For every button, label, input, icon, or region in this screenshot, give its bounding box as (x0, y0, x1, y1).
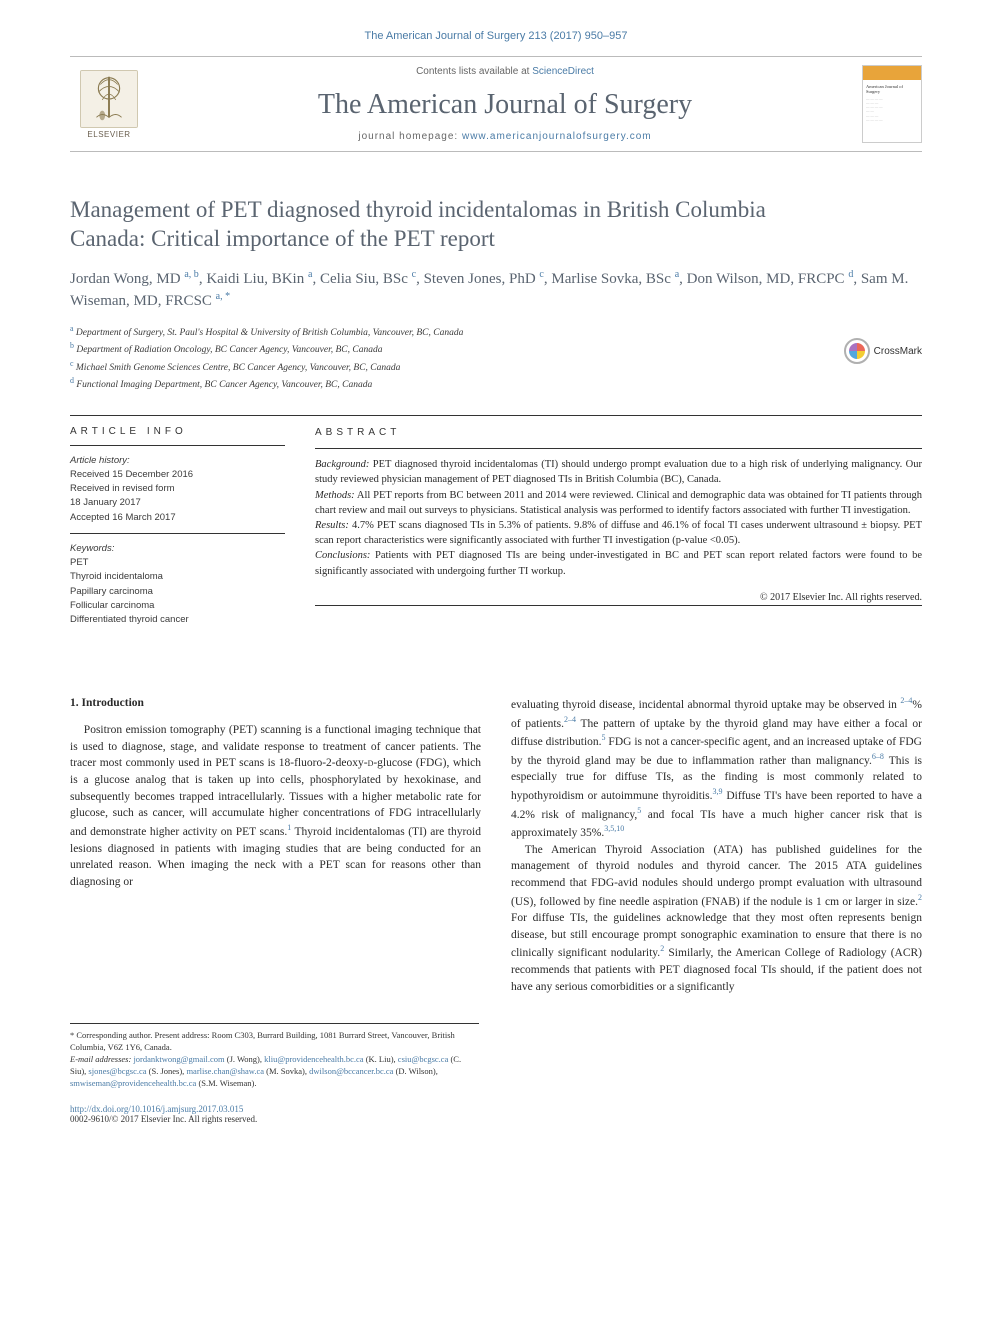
elsevier-logo[interactable]: ELSEVIER (70, 70, 148, 139)
footnotes: * Corresponding author. Present address:… (70, 1023, 479, 1089)
email-link[interactable]: kliu@providencehealth.bc.ca (264, 1054, 363, 1064)
masthead-center: Contents lists available at ScienceDirec… (148, 66, 862, 142)
abstract-segment: Background: PET diagnosed thyroid incide… (315, 457, 922, 487)
history-revised-date: 18 January 2017 (70, 496, 285, 510)
email-link[interactable]: dwilson@bccancer.bc.ca (309, 1066, 393, 1076)
keywords-label: Keywords: (70, 542, 285, 556)
crossmark-widget[interactable]: CrossMark (844, 338, 922, 364)
abstract-segment: Methods: All PET reports from BC between… (315, 488, 922, 518)
elsevier-label: ELSEVIER (87, 130, 130, 139)
email-link[interactable]: marlise.chan@shaw.ca (186, 1066, 264, 1076)
article-title: Management of PET diagnosed thyroid inci… (70, 196, 830, 254)
crossmark-label: CrossMark (874, 346, 922, 357)
elsevier-tree-icon (80, 70, 138, 128)
doi-link[interactable]: http://dx.doi.org/10.1016/j.amjsurg.2017… (70, 1104, 243, 1114)
email-link[interactable]: jordanktwong@gmail.com (133, 1054, 224, 1064)
article-info-heading: ARTICLE INFO (70, 416, 285, 445)
affiliation-line: a Department of Surgery, St. Paul's Hosp… (70, 323, 922, 340)
body-p3: The American Thyroid Association (ATA) h… (511, 842, 922, 996)
email-link[interactable]: csiu@bcgsc.ca (398, 1054, 449, 1064)
homepage-link[interactable]: www.americanjournalofsurgery.com (462, 131, 652, 142)
contents-line: Contents lists available at ScienceDirec… (148, 66, 862, 77)
keywords-block: Keywords: PETThyroid incidentalomaPapill… (70, 534, 285, 636)
crossmark-icon (844, 338, 870, 364)
history-label: Article history: (70, 454, 285, 468)
contents-prefix: Contents lists available at (416, 66, 532, 77)
abstract-segment: Results: 4.7% PET scans diagnosed TIs in… (315, 518, 922, 548)
header-citation: The American Journal of Surgery 213 (201… (70, 30, 922, 42)
email-link[interactable]: smwiseman@providencehealth.bc.ca (70, 1078, 196, 1088)
history-accepted: Accepted 16 March 2017 (70, 511, 285, 525)
email-link[interactable]: sjones@bcgsc.ca (88, 1066, 146, 1076)
body-p1: Positron emission tomography (PET) scann… (70, 722, 481, 891)
body-p2: evaluating thyroid disease, incidental a… (511, 695, 922, 841)
keyword: Follicular carcinoma (70, 599, 285, 613)
article-history: Article history: Received 15 December 20… (70, 446, 285, 533)
masthead: ELSEVIER Contents lists available at Sci… (70, 56, 922, 152)
email-addresses: E-mail addresses: jordanktwong@gmail.com… (70, 1054, 479, 1090)
abstract-heading: ABSTRACT (315, 416, 922, 449)
keyword: Papillary carcinoma (70, 585, 285, 599)
title-block: CrossMark Management of PET diagnosed th… (70, 196, 922, 393)
doi-block: http://dx.doi.org/10.1016/j.amjsurg.2017… (70, 1104, 479, 1124)
affiliation-line: c Michael Smith Genome Sciences Centre, … (70, 358, 922, 375)
corresponding-author: * Corresponding author. Present address:… (70, 1030, 479, 1054)
body-columns: 1. Introduction Positron emission tomogr… (70, 695, 922, 995)
sciencedirect-link[interactable]: ScienceDirect (532, 66, 594, 77)
abstract-copyright: © 2017 Elsevier Inc. All rights reserved… (315, 591, 922, 606)
abstract-body: Background: PET diagnosed thyroid incide… (315, 449, 922, 589)
abstract-column: ABSTRACT Background: PET diagnosed thyro… (315, 416, 922, 636)
affiliations: a Department of Surgery, St. Paul's Hosp… (70, 323, 922, 393)
affiliation-line: b Department of Radiation Oncology, BC C… (70, 340, 922, 357)
keyword: Thyroid incidentaloma (70, 570, 285, 584)
issn-copyright: 0002-9610/© 2017 Elsevier Inc. All right… (70, 1114, 479, 1124)
info-abstract-row: ARTICLE INFO Article history: Received 1… (70, 415, 922, 636)
homepage-prefix: journal homepage: (358, 131, 462, 142)
history-revised-label: Received in revised form (70, 482, 285, 496)
homepage-line: journal homepage: www.americanjournalofs… (148, 131, 862, 142)
section-1-heading: 1. Introduction (70, 695, 481, 712)
keyword: Differentiated thyroid cancer (70, 613, 285, 627)
author-list: Jordan Wong, MD a, b, Kaidi Liu, BKin a,… (70, 268, 922, 314)
body-col-left: 1. Introduction Positron emission tomogr… (70, 695, 481, 995)
body-col-right: evaluating thyroid disease, incidental a… (511, 695, 922, 995)
article-info: ARTICLE INFO Article history: Received 1… (70, 416, 285, 636)
journal-cover-thumb[interactable]: American Journal of Surgery — — — —— — —… (862, 65, 922, 143)
journal-title: The American Journal of Surgery (148, 89, 862, 121)
keyword: PET (70, 556, 285, 570)
affiliation-line: d Functional Imaging Department, BC Canc… (70, 375, 922, 392)
abstract-segment: Conclusions: Patients with PET diagnosed… (315, 548, 922, 578)
history-received: Received 15 December 2016 (70, 468, 285, 482)
